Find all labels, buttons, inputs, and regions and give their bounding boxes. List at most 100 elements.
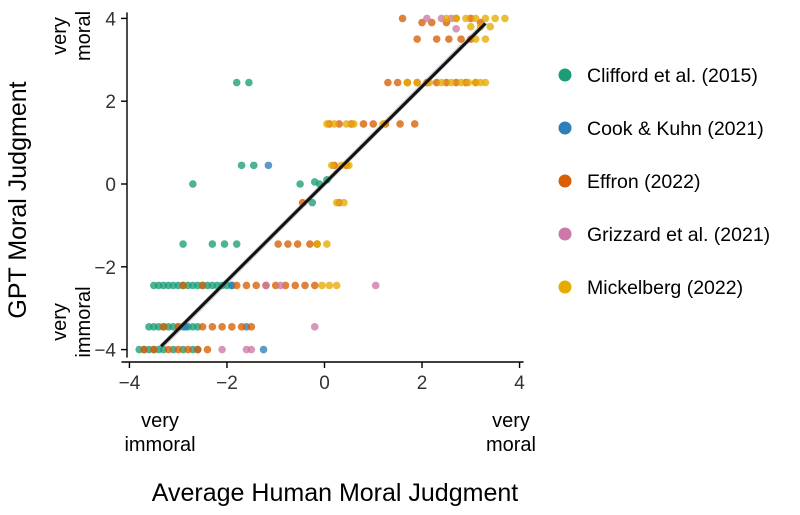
data-point bbox=[164, 345, 173, 354]
data-point bbox=[140, 345, 148, 354]
x-tick-label: 2 bbox=[417, 373, 428, 394]
data-point bbox=[413, 78, 421, 87]
data-point bbox=[242, 281, 251, 290]
legend-swatch bbox=[558, 280, 572, 294]
data-point bbox=[264, 161, 273, 170]
regression-line bbox=[160, 22, 487, 348]
data-point bbox=[259, 345, 268, 354]
y-anchor-top-line1: very bbox=[49, 17, 71, 55]
data-point bbox=[310, 281, 319, 290]
legend-label: Grizzard et al. (2021) bbox=[587, 224, 770, 246]
data-point bbox=[491, 14, 499, 23]
data-point bbox=[345, 161, 353, 170]
data-point bbox=[323, 240, 331, 248]
data-point bbox=[189, 180, 197, 188]
data-point bbox=[208, 323, 217, 331]
data-point bbox=[393, 78, 402, 87]
data-point bbox=[349, 120, 358, 128]
data-point bbox=[313, 240, 321, 248]
x-anchor-right-line2: moral bbox=[486, 434, 536, 456]
data-point bbox=[342, 120, 351, 128]
y-tick-label: 4 bbox=[105, 9, 116, 30]
data-point bbox=[291, 281, 300, 290]
x-tick-label: −4 bbox=[119, 373, 141, 394]
legend-swatch bbox=[558, 227, 572, 241]
legend-swatch bbox=[558, 174, 572, 188]
data-point bbox=[330, 120, 339, 128]
data-point bbox=[369, 120, 378, 128]
data-point bbox=[179, 240, 187, 248]
data-point bbox=[293, 240, 302, 248]
data-point bbox=[462, 14, 470, 23]
data-point bbox=[328, 161, 336, 170]
data-point bbox=[340, 198, 348, 207]
data-point bbox=[396, 120, 404, 128]
data-point bbox=[403, 78, 412, 87]
data-point bbox=[245, 78, 253, 87]
y-axis-ticks: −4 −2 0 2 4 bbox=[94, 9, 127, 362]
x-anchor-right-line1: very bbox=[492, 410, 530, 432]
data-point bbox=[398, 14, 407, 23]
data-point bbox=[332, 198, 341, 207]
y-anchor-bottom-line1: very bbox=[49, 303, 71, 341]
data-point bbox=[276, 281, 285, 290]
y-tick-label: 0 bbox=[105, 175, 116, 196]
data-point bbox=[179, 281, 187, 290]
data-point bbox=[262, 281, 270, 290]
data-point bbox=[247, 323, 256, 331]
data-point bbox=[174, 345, 183, 354]
data-point bbox=[232, 281, 241, 290]
data-point bbox=[193, 345, 202, 354]
data-point bbox=[464, 78, 473, 87]
legend-swatch bbox=[558, 68, 572, 82]
x-tick-label: −2 bbox=[216, 373, 238, 394]
data-point bbox=[452, 24, 460, 33]
y-anchor-top-line2: moral bbox=[73, 11, 95, 61]
y-anchor-bottom-line2: immoral bbox=[73, 286, 95, 357]
data-point bbox=[237, 161, 246, 170]
legend-label: Effron (2022) bbox=[587, 171, 700, 193]
legend-label: Mickelberg (2022) bbox=[587, 277, 743, 299]
data-point bbox=[359, 120, 368, 128]
data-point bbox=[220, 240, 229, 248]
data-point bbox=[471, 35, 480, 43]
data-point bbox=[457, 35, 465, 43]
data-point bbox=[325, 281, 334, 290]
data-point bbox=[203, 345, 212, 354]
data-point bbox=[481, 14, 490, 23]
data-point bbox=[218, 345, 226, 354]
legend-swatch bbox=[558, 121, 572, 135]
data-point bbox=[481, 78, 490, 87]
data-point bbox=[318, 281, 326, 290]
x-anchor-left-line1: very bbox=[141, 410, 179, 432]
x-tick-label: 0 bbox=[319, 373, 330, 394]
data-point bbox=[447, 78, 456, 87]
data-point bbox=[332, 281, 341, 290]
data-point bbox=[237, 323, 246, 331]
data-point bbox=[308, 198, 317, 207]
data-point bbox=[442, 14, 451, 23]
y-tick-label: 2 bbox=[105, 92, 116, 113]
legend: Clifford et al. (2015) Cook & Kuhn (2021)… bbox=[558, 65, 770, 299]
x-anchor-left-line2: immoral bbox=[124, 434, 195, 456]
x-axis-title: Average Human Moral Judgment bbox=[152, 479, 518, 507]
data-point bbox=[481, 35, 490, 43]
data-point bbox=[218, 323, 226, 331]
data-point bbox=[413, 35, 421, 43]
x-tick-label: 4 bbox=[514, 373, 525, 394]
data-point bbox=[252, 281, 261, 290]
data-point bbox=[296, 180, 304, 188]
data-point bbox=[410, 120, 419, 128]
data-point bbox=[471, 14, 480, 23]
data-point bbox=[306, 240, 314, 248]
data-point bbox=[501, 14, 509, 23]
data-point bbox=[232, 78, 241, 87]
data-point bbox=[284, 240, 292, 248]
data-point bbox=[445, 35, 453, 43]
data-point bbox=[198, 281, 207, 290]
data-point bbox=[486, 22, 495, 31]
data-point bbox=[184, 345, 192, 354]
data-point bbox=[228, 323, 236, 331]
data-point bbox=[310, 323, 319, 331]
